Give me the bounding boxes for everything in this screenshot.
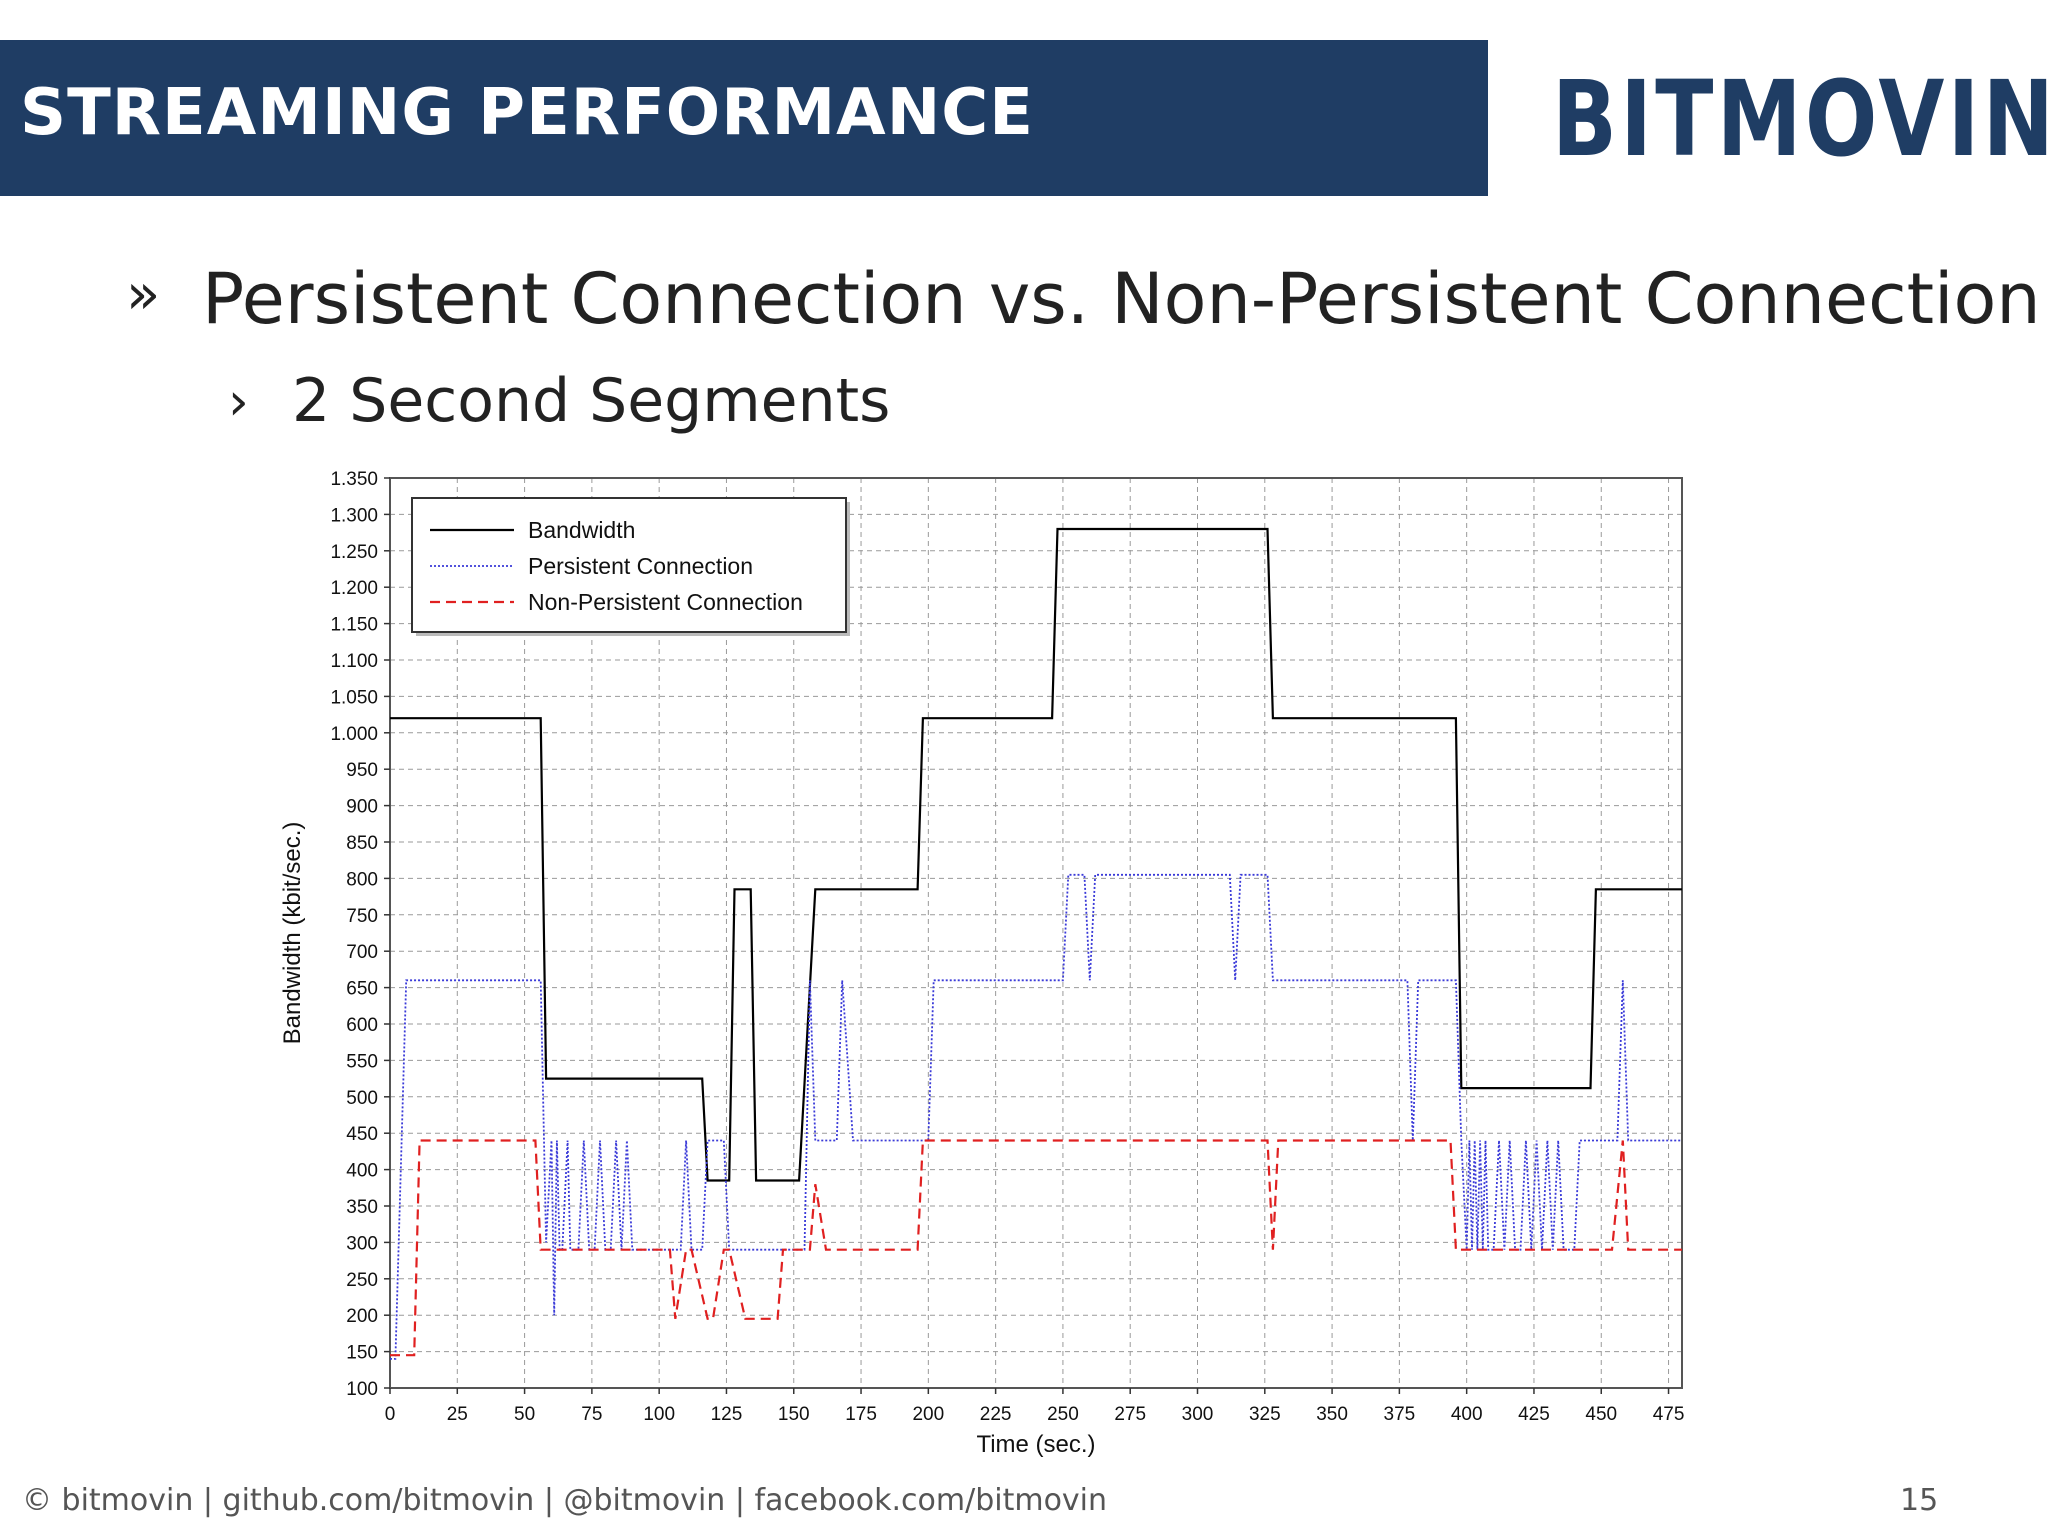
y-tick-label: 1.050 bbox=[330, 687, 378, 708]
legend-label: Non-Persistent Connection bbox=[528, 589, 803, 615]
y-tick-label: 200 bbox=[346, 1306, 378, 1327]
y-tick-label: 1.200 bbox=[330, 578, 378, 599]
y-tick-label: 300 bbox=[346, 1233, 378, 1254]
y-tick-label: 650 bbox=[346, 979, 378, 1000]
legend-label: Bandwidth bbox=[528, 517, 635, 543]
x-tick-label: 150 bbox=[778, 1404, 810, 1425]
y-tick-label: 1.250 bbox=[330, 542, 378, 563]
x-tick-label: 325 bbox=[1249, 1404, 1281, 1425]
y-axis-ticks: 100 150 200 250 300 350 400 450 500 550 600 650 700 7… bbox=[330, 469, 390, 1400]
y-tick-label: 1.100 bbox=[330, 651, 378, 672]
x-tick-label: 225 bbox=[980, 1404, 1012, 1425]
y-tick-label: 700 bbox=[346, 942, 378, 963]
bullet-level1: Persistent Connection vs. Non-Persistent… bbox=[202, 258, 2041, 340]
x-tick-label: 275 bbox=[1114, 1404, 1146, 1425]
bandwidth-chart: 1001502002503003504004505005506006507007… bbox=[279, 469, 1685, 1458]
x-tick-label: 400 bbox=[1451, 1404, 1483, 1425]
legend-box bbox=[411, 497, 847, 633]
slide-title: STREAMING PERFORMANCE bbox=[20, 76, 1034, 150]
footer-links: © bitmovin | github.com/bitmovin | @bitm… bbox=[22, 1483, 1108, 1518]
y-tick-label: 600 bbox=[346, 1015, 378, 1036]
y-axis-label: Bandwidth (kbit/sec.) bbox=[279, 822, 306, 1045]
bullet-marker-level2: › bbox=[228, 372, 249, 432]
y-tick-label: 100 bbox=[346, 1379, 378, 1400]
y-tick-label: 450 bbox=[346, 1124, 378, 1145]
legend-label: Persistent Connection bbox=[528, 553, 753, 579]
x-tick-label: 75 bbox=[581, 1404, 602, 1425]
y-tick-label: 550 bbox=[346, 1051, 378, 1072]
y-tick-label: 1.150 bbox=[330, 615, 378, 636]
series-line-non-persistent-connection bbox=[390, 1139, 1682, 1357]
x-tick-label: 25 bbox=[447, 1404, 468, 1425]
x-axis-label: Time (sec.) bbox=[976, 1431, 1095, 1458]
x-tick-label: 100 bbox=[643, 1404, 675, 1425]
y-tick-label: 800 bbox=[346, 869, 378, 890]
series-layer bbox=[390, 527, 1682, 1360]
x-tick-label: 375 bbox=[1384, 1404, 1416, 1425]
y-tick-label: 850 bbox=[346, 833, 378, 854]
series-line-bandwidth bbox=[390, 527, 1682, 1182]
x-tick-label: 125 bbox=[711, 1404, 743, 1425]
x-tick-label: 350 bbox=[1316, 1404, 1348, 1425]
bullet-marker-level1: » bbox=[126, 262, 161, 327]
bullet-level2: 2 Second Segments bbox=[292, 366, 891, 436]
x-tick-label: 200 bbox=[912, 1404, 944, 1425]
chart-legend: Bandwidth Persistent Connection Non-Persis… bbox=[411, 497, 850, 636]
bitmovin-logo: BITMOVIN bbox=[1552, 58, 2048, 180]
x-tick-label: 250 bbox=[1047, 1404, 1079, 1425]
y-tick-label: 1.300 bbox=[330, 505, 378, 526]
x-tick-label: 425 bbox=[1518, 1404, 1550, 1425]
y-tick-label: 1.000 bbox=[330, 724, 378, 745]
y-tick-label: 750 bbox=[346, 906, 378, 927]
y-tick-label: 500 bbox=[346, 1088, 378, 1109]
x-tick-label: 50 bbox=[514, 1404, 535, 1425]
x-tick-label: 175 bbox=[845, 1404, 877, 1425]
y-tick-label: 150 bbox=[346, 1343, 378, 1364]
title-bar bbox=[0, 40, 1488, 196]
x-tick-label: 300 bbox=[1182, 1404, 1214, 1425]
x-tick-label: 0 bbox=[385, 1404, 396, 1425]
page-number: 15 bbox=[1900, 1483, 1939, 1518]
x-tick-label: 450 bbox=[1585, 1404, 1617, 1425]
y-tick-label: 950 bbox=[346, 760, 378, 781]
x-tick-label: 475 bbox=[1653, 1404, 1685, 1425]
plot-area-frame bbox=[389, 477, 1683, 1389]
y-tick-label: 400 bbox=[346, 1161, 378, 1182]
y-tick-label: 350 bbox=[346, 1197, 378, 1218]
y-tick-label: 900 bbox=[346, 797, 378, 818]
x-axis-ticks: 0 25 50 75 100 125 150 175 200 225 250 275 300 325 350… bbox=[385, 1388, 1685, 1425]
y-tick-label: 1.350 bbox=[330, 469, 378, 490]
y-tick-label: 250 bbox=[346, 1270, 378, 1291]
